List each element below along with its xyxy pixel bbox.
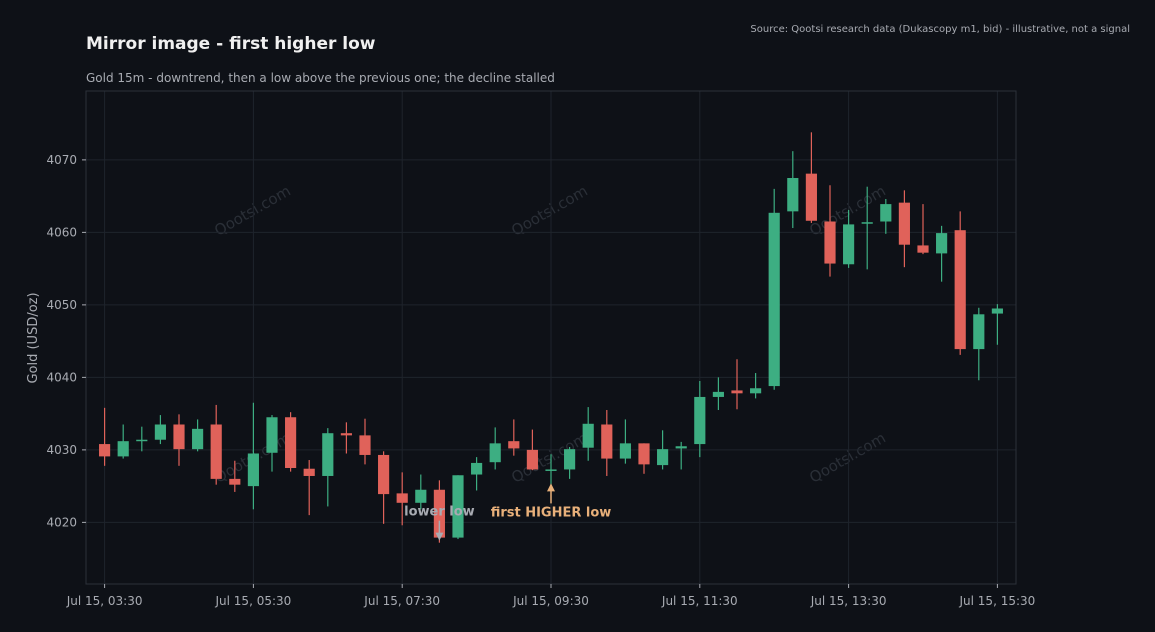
candle-body — [322, 433, 334, 476]
x-tick-label: Jul 15, 13:30 — [810, 594, 887, 608]
annotation-label: lower low — [404, 505, 475, 520]
x-tick-label: Jul 15, 03:30 — [66, 594, 143, 608]
candles — [99, 132, 1003, 543]
candle-body — [991, 308, 1003, 314]
x-tick-label: Jul 15, 11:30 — [661, 594, 738, 608]
candle-body — [452, 475, 464, 538]
candle-body — [489, 443, 501, 463]
y-tick-label: 4070 — [46, 153, 77, 167]
candle-body — [824, 221, 836, 264]
source-note: Source: Qootsi research data (Dukascopy … — [750, 24, 1130, 35]
y-axis-label: Gold (USD/oz) — [26, 292, 41, 383]
x-tick-label: Jul 15, 09:30 — [512, 594, 589, 608]
annotation-arrowhead — [435, 532, 444, 541]
chart-subtitle: Gold 15m - downtrend, then a low above t… — [86, 71, 555, 85]
y-tick-label: 4030 — [46, 443, 77, 457]
watermark: Qootsi.com — [508, 429, 590, 487]
candle-body — [433, 489, 445, 538]
candle-body — [136, 439, 148, 442]
candle-body — [99, 444, 111, 457]
candle-body — [508, 441, 520, 449]
annotation-arrowhead — [547, 483, 555, 492]
candle-body — [861, 222, 873, 224]
candle-body — [675, 446, 687, 449]
candle-body — [173, 424, 185, 450]
candle-body — [545, 469, 557, 471]
candle-body — [805, 173, 817, 221]
annotations: lower low first HIGHER low — [404, 483, 612, 541]
candle-body — [303, 468, 315, 476]
candle-body — [564, 449, 576, 470]
candle-body — [712, 391, 724, 397]
candle-body — [657, 449, 669, 466]
candle-body — [619, 443, 631, 459]
candle-body — [898, 202, 910, 245]
candle-body — [917, 245, 929, 253]
y-tick-label: 4050 — [46, 298, 77, 312]
candle-body — [526, 449, 538, 470]
candle-body — [117, 441, 129, 457]
watermark: Qootsi.com — [806, 429, 888, 487]
x-tick-label: Jul 15, 05:30 — [215, 594, 292, 608]
candle-body — [192, 428, 204, 450]
axes: 4020 4030 4040 4050 4060 4070 Jul 15, 03:30 Jul… — [46, 90, 1036, 608]
y-tick-label: 4060 — [46, 225, 77, 239]
watermark-layer: Qootsi.com Qootsi.com Qootsi.com Qootsi.com… — [211, 182, 888, 487]
candle-body — [768, 212, 780, 387]
candle-body — [378, 454, 390, 495]
y-tick-label: 4040 — [46, 370, 77, 384]
annotation-label: first HIGHER low — [491, 505, 612, 520]
candle-body — [210, 424, 222, 479]
candle-body — [601, 424, 613, 459]
candle-body — [787, 178, 799, 212]
candle-body — [638, 443, 650, 465]
candle-body — [750, 388, 762, 394]
candle-body — [229, 478, 241, 485]
candle-body — [582, 423, 594, 448]
candle-body — [266, 417, 278, 453]
watermark: Qootsi.com — [211, 182, 293, 240]
watermark: Qootsi.com — [508, 182, 590, 240]
candle-body — [415, 489, 427, 503]
candle-body — [396, 493, 408, 503]
candle-body — [154, 424, 166, 440]
candle-body — [359, 435, 371, 455]
candle-body — [694, 396, 706, 445]
candle-body — [471, 462, 483, 475]
chart-title: Mirror image - first higher low — [86, 34, 376, 54]
candle-body — [973, 314, 985, 350]
candle-body — [731, 390, 743, 394]
candle-body — [285, 417, 297, 468]
candle-body — [954, 230, 966, 350]
x-tick-label: Jul 15, 15:30 — [959, 594, 1036, 608]
y-tick-label: 4020 — [46, 515, 77, 529]
candle-body — [936, 233, 948, 254]
candle-body — [247, 453, 259, 487]
x-tick-label: Jul 15, 07:30 — [363, 594, 440, 608]
candle-body — [880, 204, 892, 222]
candle-body — [340, 433, 352, 436]
candle-body — [843, 224, 855, 265]
